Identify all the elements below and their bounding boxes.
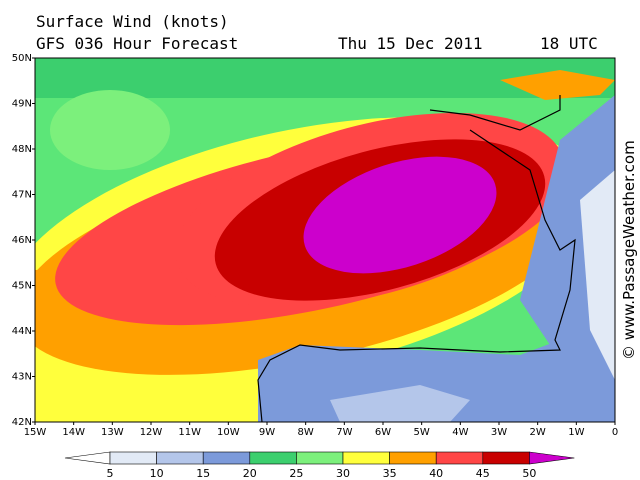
model: GFS 036 Hour Forecast — [36, 34, 238, 53]
title: Surface Wind (knots) — [36, 12, 229, 31]
colorbar-tick-label: 45 — [476, 467, 490, 480]
lon-label: 7W — [336, 427, 352, 438]
lat-label: 43N — [12, 372, 32, 383]
colorbar-tick-label: 40 — [429, 467, 443, 480]
lon-label: 8W — [298, 427, 314, 438]
lat-label: 42N — [12, 417, 32, 428]
colorbar-segment — [249, 451, 297, 465]
colorbar-tick-label: 20 — [243, 467, 257, 480]
colorbar-segment — [202, 451, 251, 465]
colorbar-high — [529, 451, 575, 465]
colorbar-tick-label: 5 — [107, 467, 114, 480]
lon-label: 1W — [568, 427, 584, 438]
colorbar-tick-label: 10 — [150, 467, 164, 480]
colorbar-segment — [389, 451, 437, 465]
colorbar-low — [64, 451, 111, 465]
lon-label: 9W — [259, 427, 275, 438]
lon-label: 13W — [101, 427, 124, 438]
credit: © www.PassageWeather.com — [620, 140, 638, 360]
lon-label: 4W — [452, 427, 468, 438]
lat-label: 44N — [12, 326, 32, 337]
lat-label: 46N — [12, 235, 32, 246]
colorbar-tick-label: 35 — [383, 467, 397, 480]
colorbar-tick-label: 50 — [522, 467, 536, 480]
lon-label: 12W — [140, 427, 163, 438]
lon-label: 3W — [491, 427, 507, 438]
lat-label: 50N — [12, 53, 32, 64]
colorbar-segment — [156, 451, 204, 465]
colorbar-segment — [109, 451, 157, 465]
lat-label: 45N — [12, 281, 32, 292]
colorbar-tick-label: 25 — [289, 467, 303, 480]
colorbar-segment — [296, 451, 344, 465]
lat-label: 48N — [12, 144, 32, 155]
colorbar-segment — [435, 451, 484, 465]
colorbar: 5 10 15 20 25 30 35 40 45 50 — [64, 451, 575, 480]
lon-label: 2W — [530, 427, 546, 438]
colorbar-tick-label: 30 — [336, 467, 350, 480]
date: Thu 15 Dec 2011 — [338, 34, 483, 53]
lon-label: 6W — [375, 427, 391, 438]
colorbar-tick-label: 15 — [196, 467, 210, 480]
lon-label: 14W — [62, 427, 85, 438]
lat-label: 49N — [12, 99, 32, 110]
lon-label: 10W — [217, 427, 240, 438]
wind-field — [35, 58, 615, 422]
time: 18 UTC — [540, 34, 598, 53]
colorbar-segment — [342, 451, 390, 465]
lon-label: 15W — [24, 427, 47, 438]
lon-label: 0 — [612, 427, 618, 438]
lon-label: 11W — [178, 427, 201, 438]
lon-label: 5W — [414, 427, 430, 438]
colorbar-segment — [482, 451, 530, 465]
lat-label: 47N — [12, 190, 32, 201]
